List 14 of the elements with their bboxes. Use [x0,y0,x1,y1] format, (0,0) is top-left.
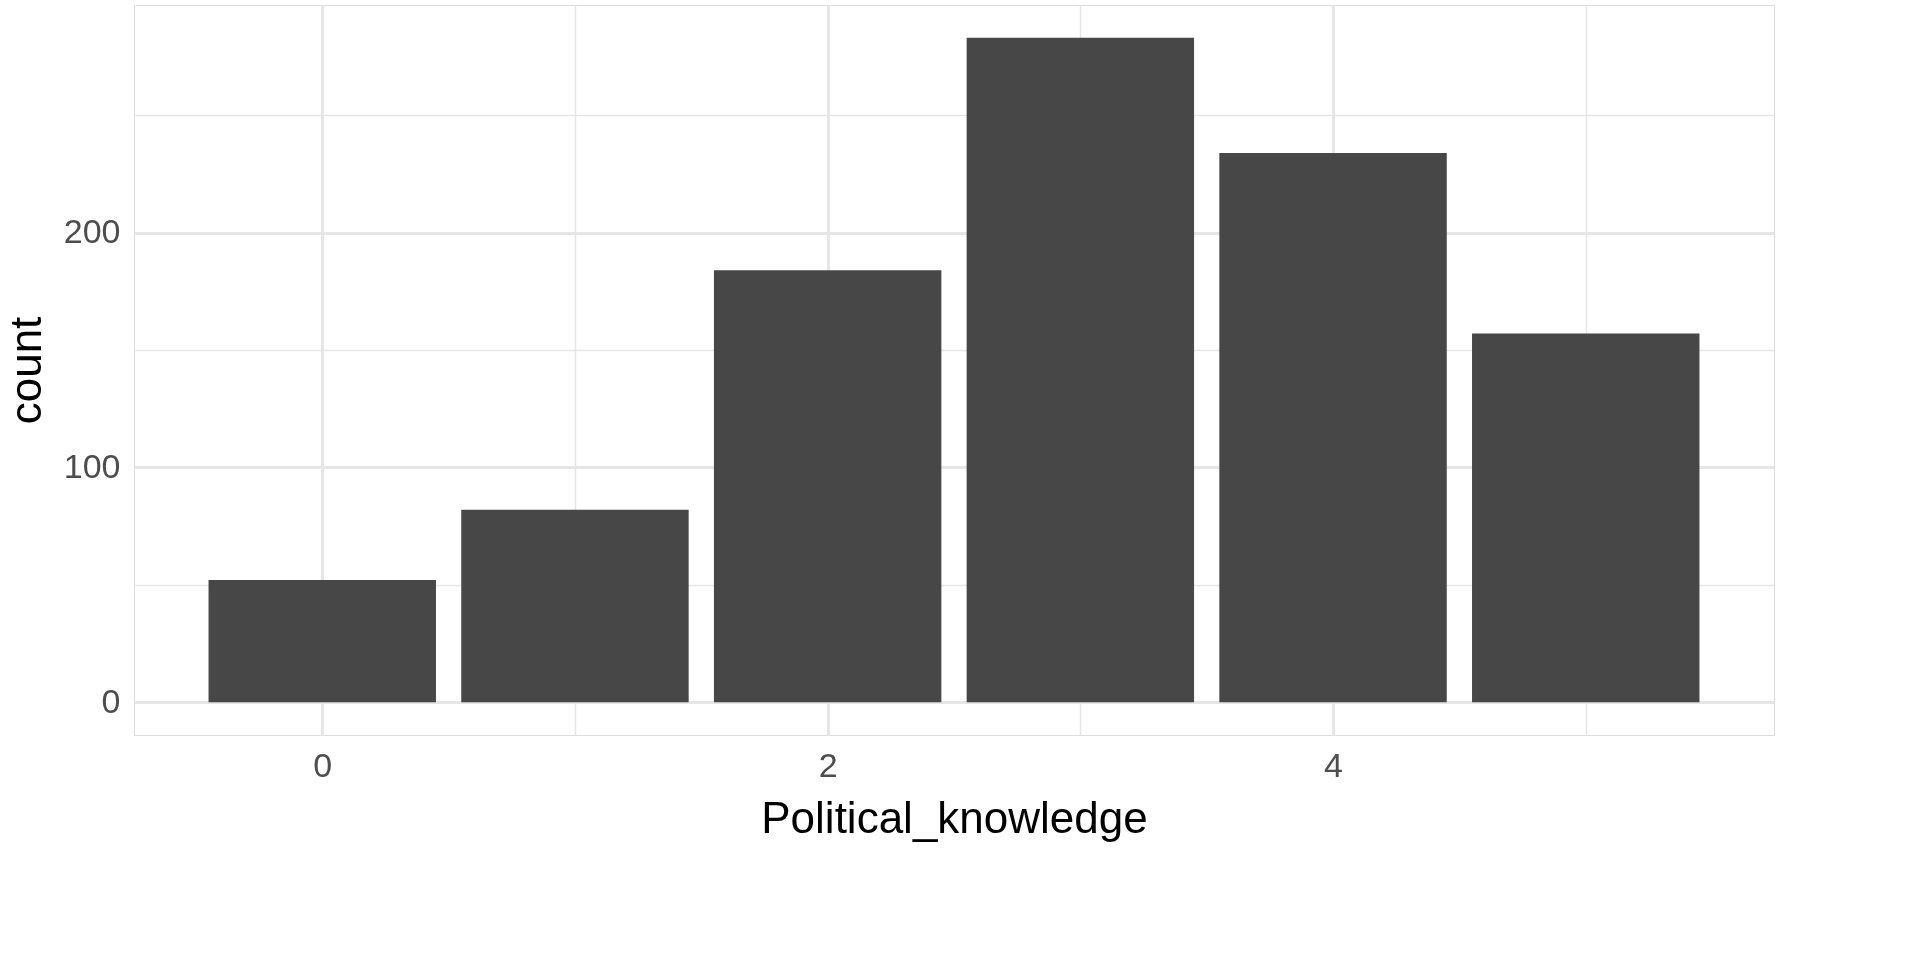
bar [461,509,689,703]
x-tick-label: 0 [313,745,333,784]
bar [1219,152,1447,703]
y-axis-title: count [0,316,50,425]
bar [208,580,436,703]
bar [713,270,942,703]
x-axis-title: Political_knowledge [761,792,1148,842]
x-tick-label: 2 [818,745,838,784]
x-tick-label: 4 [1324,745,1344,784]
y-tick-label: 200 [63,212,121,251]
bar [966,37,1195,703]
bar [1472,333,1700,703]
y-tick-label: 0 [101,681,121,720]
y-tick-label: 100 [63,446,121,485]
